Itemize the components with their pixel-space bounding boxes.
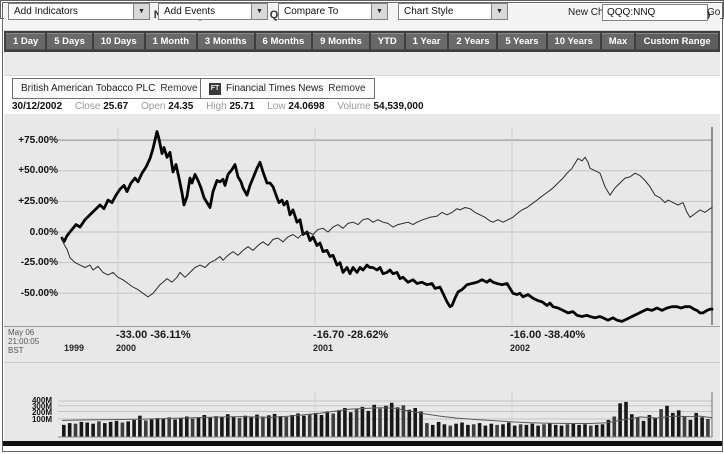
remove-comparison-link[interactable]: Remove: [328, 83, 366, 94]
volume-tick-label: 300M: [31, 402, 52, 411]
compare-to-select[interactable]: Compare To ▼: [278, 3, 388, 20]
dropdown-arrow-icon[interactable]: ▼: [251, 4, 267, 19]
quote-label: Close: [74, 101, 101, 112]
annotation-2001: -16.70 -28.62%: [313, 329, 389, 341]
tab-1-day[interactable]: 1 Day: [6, 33, 46, 50]
new-chart-input[interactable]: [602, 4, 708, 21]
quote-date: 30/12/2002: [12, 101, 63, 112]
volume-tick-label: 200M: [31, 408, 52, 417]
new-chart-label: New Chart: [568, 7, 616, 18]
tab-ytd[interactable]: YTD: [370, 33, 404, 50]
tab-max[interactable]: Max: [601, 33, 635, 50]
go-button[interactable]: Go: [707, 7, 721, 18]
quote-value: 24.35: [168, 101, 194, 112]
timestamp-time: 21:00:05: [8, 337, 40, 346]
y-tick-label: 0.00%: [29, 227, 58, 238]
add-events-select[interactable]: Add Events ▼: [158, 3, 268, 20]
tab-6-months[interactable]: 6 Months: [255, 33, 312, 50]
add-indicators-select[interactable]: Add Indicators ▼: [8, 3, 150, 20]
chart-background: [4, 114, 720, 441]
quote-value: 24.0698: [288, 101, 325, 112]
bottom-border-bar: [2, 441, 722, 446]
dropdown-arrow-icon[interactable]: ▼: [491, 4, 507, 19]
x-tick-label: 2000: [116, 343, 137, 353]
quote-value: 54,539,000: [373, 101, 424, 112]
quote-label: High: [206, 101, 227, 112]
tab-9-months[interactable]: 9 Months: [313, 33, 369, 50]
tab-5-years[interactable]: 5 Years: [498, 33, 546, 50]
volume-tick-label: 400M: [31, 396, 52, 405]
remove-comparison-link[interactable]: Remove: [160, 83, 198, 94]
tab-10-years[interactable]: 10 Years: [547, 33, 600, 50]
y-tick-label: +75.00%: [18, 135, 58, 146]
time-range-tabbar: 1 Day 5 Days 10 Days 1 Month 3 Months 6 …: [4, 31, 720, 52]
tab-5-days[interactable]: 5 Days: [47, 33, 92, 50]
x-tick-label: 2001: [313, 343, 334, 353]
quote-value: 25.67: [103, 101, 129, 112]
y-tick-label: +25.00%: [18, 196, 58, 207]
chart-style-select[interactable]: Chart Style ▼: [398, 3, 508, 20]
tab-10-days[interactable]: 10 Days: [93, 33, 144, 50]
dropdown-arrow-icon[interactable]: ▼: [133, 4, 149, 19]
tab-3-months[interactable]: 3 Months: [197, 33, 254, 50]
tab-2-years[interactable]: 2 Years: [449, 33, 497, 50]
comparison-chip-ft-news: FT Financial Times News Remove: [200, 78, 375, 99]
y-tick-label: +50.00%: [18, 165, 58, 176]
x-tick-label: 2002: [510, 343, 531, 353]
timestamp-tz: BST: [8, 346, 24, 355]
tab-1-year[interactable]: 1 Year: [405, 33, 448, 50]
volume-tick-label: 100M: [31, 415, 52, 424]
quote-bar: 30/12/2002 Close 25.67 Open 24.35 High 2…: [12, 101, 434, 112]
comparison-chip-bat: British American Tobacco PLC Remove: [12, 78, 207, 99]
quote-value: 25.71: [229, 101, 255, 112]
comparison-name: Financial Times News: [226, 83, 324, 94]
quote-label: Volume: [337, 101, 371, 112]
tab-custom-range[interactable]: Custom Range: [636, 33, 719, 50]
x-tick-label: 1999: [64, 343, 85, 353]
quote-label: Open: [141, 101, 166, 112]
quote-label: Low: [267, 101, 286, 112]
comparison-name: British American Tobacco PLC: [21, 83, 156, 94]
annotation-2002: -16.00 -38.40%: [510, 329, 586, 341]
dropdown-arrow-icon[interactable]: ▼: [371, 4, 387, 19]
ft-logo-icon: FT: [209, 82, 221, 95]
y-tick-label: -50.00%: [20, 288, 58, 299]
toolbar: [4, 52, 720, 76]
chart-timestamp: May 06 21:00:05 BST: [8, 328, 39, 355]
tab-1-month[interactable]: 1 Month: [145, 33, 196, 50]
y-tick-label: -25.00%: [20, 257, 58, 268]
timestamp-date: May 06: [8, 328, 35, 337]
annotation-2000: -33.00 -36.11%: [116, 329, 191, 341]
